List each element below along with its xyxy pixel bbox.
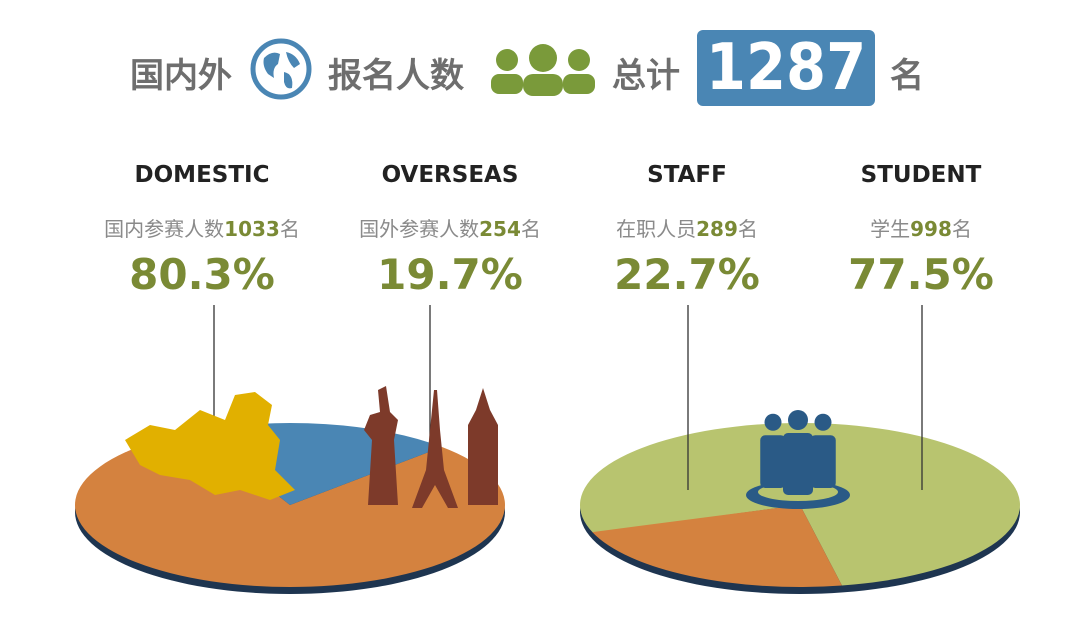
- overseas-desc: 国外参赛人数254名: [330, 213, 570, 242]
- domestic-label: DOMESTIC: [134, 162, 270, 188]
- student-desc: 学生998名: [801, 213, 1041, 242]
- student-count: 998: [910, 217, 952, 241]
- staff-desc-text: 在职人员: [616, 217, 697, 241]
- header-total-label: 总计: [612, 56, 680, 96]
- domestic-desc-text: 国内参赛人数: [104, 217, 225, 241]
- header-prefix: 国内外: [130, 56, 232, 96]
- person-icon: [764, 413, 782, 431]
- domestic-unit: 名: [279, 217, 300, 241]
- header-suffix: 名: [890, 56, 924, 96]
- header: 国内外 报名人数 总计 1287 名: [0, 30, 1080, 106]
- overseas-count: 254: [479, 217, 521, 241]
- student-label: STUDENT: [860, 162, 982, 188]
- globe-icon: [250, 38, 312, 100]
- people-group-icon: [491, 44, 595, 96]
- student-desc-text: 学生: [870, 217, 911, 241]
- staff-percent: 22.7%: [614, 250, 760, 299]
- header-middle: 报名人数: [328, 56, 464, 96]
- big-ben-icon: [468, 388, 498, 505]
- overseas-unit: 名: [520, 217, 541, 241]
- staff-label: STAFF: [647, 162, 727, 188]
- total-count: 1287: [697, 30, 875, 106]
- domestic-count: 1033: [224, 217, 280, 241]
- china-map-icon: [125, 392, 295, 500]
- pie-slice-staff: [592, 505, 842, 587]
- person-body-icon: [760, 435, 786, 488]
- staff-count: 289: [696, 217, 738, 241]
- student-unit: 名: [951, 217, 972, 241]
- domestic-percent: 80.3%: [129, 250, 275, 299]
- overseas-label: OVERSEAS: [381, 162, 519, 188]
- eiffel-tower-icon: [412, 390, 458, 508]
- overseas-desc-text: 国外参赛人数: [359, 217, 480, 241]
- statue-of-liberty-icon: [364, 386, 398, 505]
- staff-desc: 在职人员289名: [567, 213, 807, 242]
- person-body-icon: [810, 435, 836, 488]
- domestic-desc: 国内参赛人数1033名: [82, 213, 322, 242]
- person-body-icon: [783, 433, 813, 495]
- overseas-percent: 19.7%: [377, 250, 523, 299]
- person-icon: [788, 410, 808, 430]
- student-percent: 77.5%: [848, 250, 994, 299]
- staff-unit: 名: [737, 217, 758, 241]
- person-icon: [814, 413, 832, 431]
